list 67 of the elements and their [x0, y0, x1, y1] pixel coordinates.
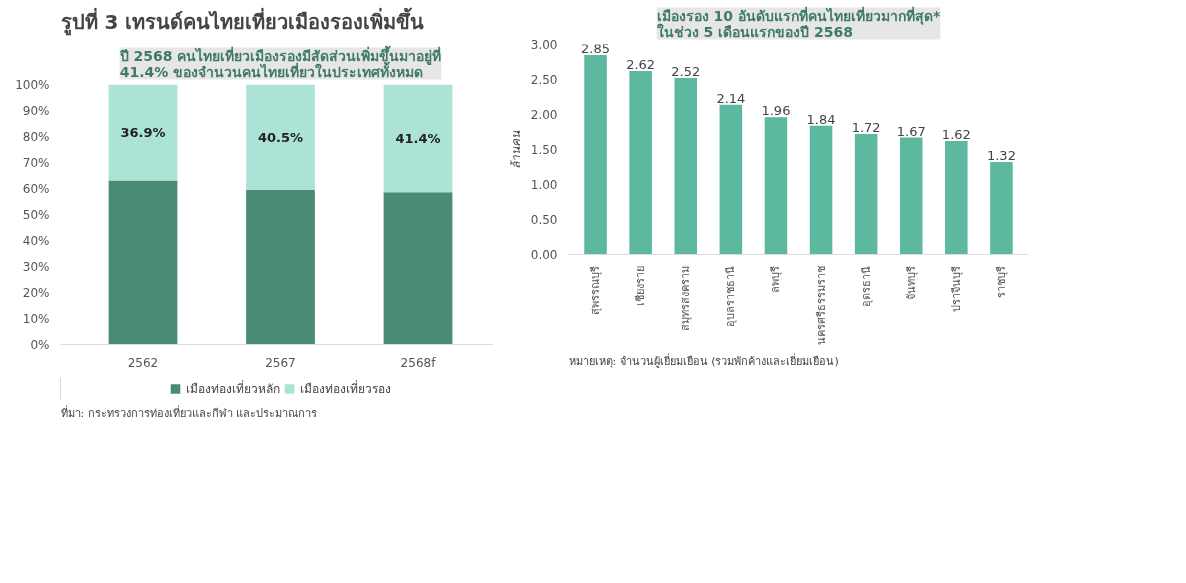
data-label: 2.52 — [671, 64, 701, 80]
bar — [629, 71, 652, 255]
data-label: 2.14 — [716, 90, 746, 106]
bar — [719, 104, 743, 255]
x-tick-label: 2567 — [265, 355, 296, 370]
y-axis-title: ล้านคน — [508, 129, 523, 169]
x-tick-label: 2562 — [127, 355, 159, 370]
bar — [674, 78, 698, 255]
y-tick-label: 2.50 — [530, 73, 558, 87]
x-tick-label: ราชบุรี — [994, 265, 1008, 298]
legend-label: เมืองท่องเที่ยวรอง — [300, 379, 391, 398]
y-tick-label: 0.50 — [530, 213, 558, 227]
bar — [108, 180, 178, 345]
bar — [990, 162, 1013, 255]
chart-title: เมืองรอง 10 อันดับแรกที่คนไทยเที่ยวมากที่สุด* ในช่วง 5 เดือนแรกของปี 2568 — [656, 5, 941, 40]
text: ที่มา: กระทรวงการท่องเที่ยวและกีฬา และประมาณการ — [60, 404, 318, 420]
bar — [809, 125, 833, 255]
data-label: 1.62 — [941, 127, 971, 143]
y-tick-label: 0.00 — [530, 248, 558, 262]
chart-title: รูปที่ 3 เทรนด์คนไทยเที่ยวเมืองรองเพิ่มขึ้น — [60, 6, 425, 36]
bar — [854, 134, 878, 255]
x-tick-label: 2568f — [400, 355, 437, 370]
x-tick-label: ปราจีนบุรี — [949, 265, 963, 312]
bar — [899, 137, 923, 255]
x-tick-label: สมุทรสงคราม — [679, 265, 693, 331]
y-tick-label: 1.00 — [530, 178, 558, 192]
x-tick-label: สุพรรณบุรี — [589, 265, 603, 315]
data-label: 1.72 — [851, 120, 881, 136]
data-label: 2.62 — [626, 57, 656, 73]
y-tick-label: 20% — [22, 285, 50, 300]
y-tick-label: 70% — [22, 155, 50, 170]
x-tick-label: นครศรีธรรมราช — [814, 265, 828, 345]
x-tick-label: เชียงราย — [634, 265, 648, 306]
data-label: 1.32 — [986, 148, 1016, 164]
y-tick-label: 80% — [22, 129, 50, 144]
y-tick-label: 90% — [22, 103, 50, 118]
x-tick-label: จันทบุรี — [904, 265, 918, 300]
bar — [383, 192, 453, 345]
data-label: 1.84 — [806, 111, 836, 127]
y-tick-label: 50% — [22, 207, 50, 222]
data-label: 41.4% — [395, 130, 441, 146]
y-tick-label: 10% — [22, 311, 50, 326]
y-tick-label: 0% — [30, 337, 50, 352]
y-tick-label: 3.00 — [530, 38, 558, 52]
y-tick-label: 100% — [15, 77, 50, 92]
bar — [108, 84, 178, 181]
text: หมายเหตุ: จำนวนผู้เยี่ยมเยือน (รวมพักค้างและเยี่ยมเยือน) — [568, 352, 839, 368]
chart-subtitle: ปี 2568 คนไทยเที่ยวเมืองรองมีสัดส่วนเพิ่มขึ้นมาอยู่ที่ 41.4% ของจำนวนคนไทยเที่ยวในประเทศทั้งหมด — [118, 44, 442, 80]
x-tick-label: อุดรธานี — [859, 265, 873, 307]
y-tick-label: 60% — [22, 181, 50, 196]
bar — [246, 84, 315, 190]
y-tick-label: 1.50 — [530, 143, 558, 157]
y-tick-label: 40% — [22, 233, 50, 248]
y-tick-label: 30% — [22, 259, 50, 274]
data-label: 1.67 — [896, 123, 926, 139]
y-tick-label: 2.00 — [530, 108, 558, 122]
x-tick-label: ลพบุรี — [769, 265, 783, 293]
bar — [764, 117, 788, 255]
bar — [945, 141, 968, 255]
legend-label: เมืองท่องเที่ยวหลัก — [186, 379, 280, 398]
bar — [584, 55, 607, 255]
bar — [246, 189, 315, 345]
bar — [383, 84, 453, 193]
data-label: 1.96 — [761, 103, 791, 119]
data-label: 36.9% — [120, 124, 166, 140]
x-tick-label: อุบลราชธานี — [724, 265, 738, 327]
data-label: 40.5% — [257, 129, 304, 145]
